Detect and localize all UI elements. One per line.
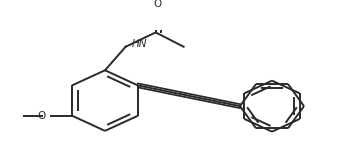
Text: O: O (38, 111, 46, 121)
Text: HN: HN (132, 39, 147, 49)
Text: O: O (153, 0, 162, 9)
